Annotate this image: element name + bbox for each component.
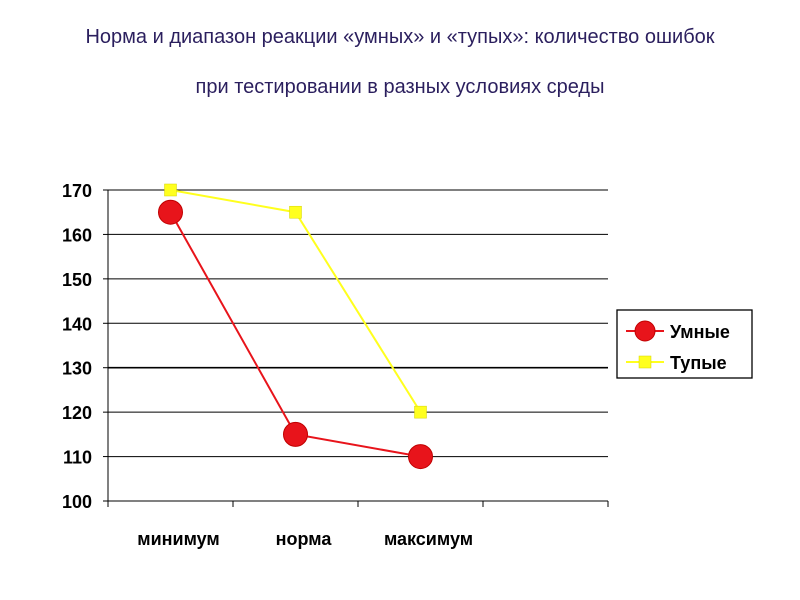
chart-title-line-1: Норма и диапазон реакции «умных» и «тупы… [85, 26, 715, 48]
y-axis-ticks: 100 110 120 130 140 150 160 170 [62, 181, 92, 512]
x-tick-label-0: минимум [137, 529, 220, 549]
y-tick-label-130: 130 [62, 359, 92, 379]
point-tupye-0 [164, 183, 177, 197]
series-line-umnye [169, 211, 421, 458]
legend-label-0: Умные [670, 322, 730, 342]
y-tick-label-170: 170 [62, 181, 92, 201]
y-tick-label-160: 160 [62, 225, 92, 245]
y-tick-label-100: 100 [62, 492, 92, 512]
series-layer [158, 183, 433, 470]
x-axis-ticks: минимум норма максимум [137, 529, 473, 549]
point-umnye-2 [408, 444, 433, 470]
x-tick-label-2: максимум [384, 529, 473, 549]
gridlines [108, 189, 608, 458]
y-tick-label-140: 140 [62, 314, 92, 334]
y-tick-label-150: 150 [62, 270, 92, 290]
chart-title-line-2: при тестировании в разных условиях среды [195, 76, 605, 98]
legend-marker-umnye [634, 320, 656, 342]
legend: Умные Тупые [616, 309, 753, 379]
point-tupye-1 [289, 205, 302, 219]
axes [103, 189, 609, 507]
point-umnye-1 [283, 421, 308, 447]
point-umnye-0 [158, 199, 183, 225]
y-tick-label-110: 110 [63, 448, 92, 468]
legend-label-1: Тупые [670, 353, 727, 373]
y-tick-label-120: 120 [62, 403, 92, 423]
series-line-tupye [170, 189, 422, 413]
x-tick-label-1: норма [276, 529, 333, 549]
point-tupye-2 [414, 405, 427, 419]
legend-marker-tupye [638, 355, 652, 369]
